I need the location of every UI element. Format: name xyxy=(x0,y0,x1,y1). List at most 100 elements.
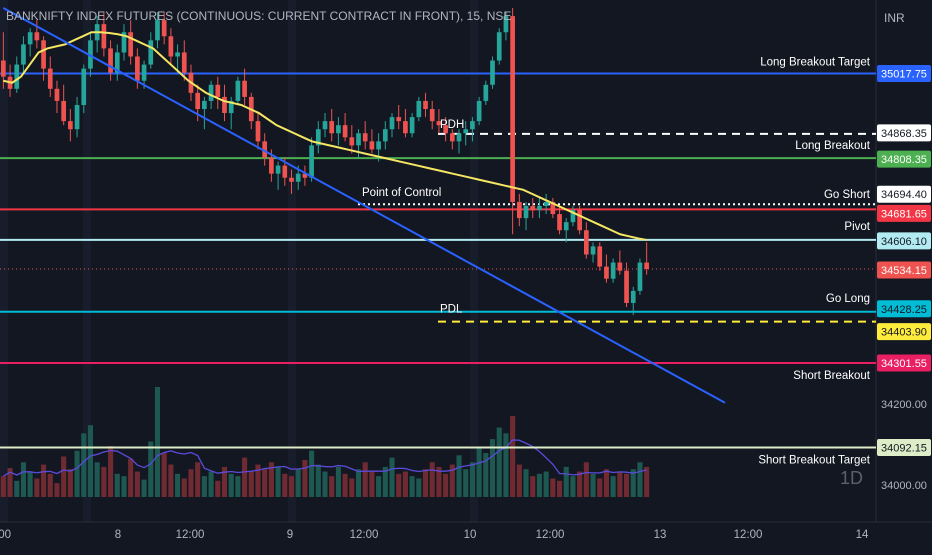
volume-bar xyxy=(242,457,248,497)
candle-body xyxy=(570,210,576,223)
candle-body xyxy=(483,84,489,101)
price-tag[interactable] xyxy=(877,65,931,83)
volume-bar xyxy=(302,459,308,497)
volume-bar xyxy=(516,464,522,497)
volume-bar xyxy=(309,450,315,497)
candle-body xyxy=(275,165,281,174)
level-label: Go Long xyxy=(826,293,870,305)
volume-bar xyxy=(201,476,207,497)
candle-body xyxy=(583,230,589,255)
volume-bar xyxy=(181,478,187,497)
candle-body xyxy=(21,44,26,65)
volume-bar xyxy=(416,478,422,497)
moving-average-line xyxy=(3,31,647,241)
volume-bar xyxy=(128,458,134,497)
candle-body xyxy=(349,137,355,146)
price-tag[interactable] xyxy=(877,204,931,222)
price-tag[interactable] xyxy=(877,185,931,203)
volume-bar xyxy=(134,471,140,497)
price-tag[interactable] xyxy=(877,439,931,457)
volume-bar xyxy=(295,469,301,497)
candle-body xyxy=(644,262,649,270)
volume-bar xyxy=(255,464,261,497)
volume-bar xyxy=(101,466,107,497)
volume-bar xyxy=(409,476,415,497)
level-label: Long Breakout xyxy=(795,140,871,152)
volume-bar xyxy=(476,448,482,497)
volume-bar xyxy=(74,450,80,497)
volume-bar xyxy=(154,387,161,497)
candle-body xyxy=(242,80,247,97)
time-tick-label: 12:00 xyxy=(536,529,565,541)
volume-bar xyxy=(523,469,529,497)
volume-bar xyxy=(637,462,643,497)
candle-body xyxy=(235,80,241,101)
price-tag[interactable] xyxy=(877,300,931,318)
volume-bar xyxy=(335,466,341,497)
volume-layer xyxy=(0,387,650,497)
session-separator xyxy=(0,0,8,522)
candle-body xyxy=(356,133,361,146)
time-tick-label: 12:00 xyxy=(350,529,379,541)
trendline xyxy=(2,7,726,404)
candle-body xyxy=(456,133,462,142)
candle-body xyxy=(557,214,562,231)
candle-body xyxy=(624,270,629,303)
level-label: Go Short xyxy=(824,189,871,201)
candle-body xyxy=(463,129,469,134)
price-tag[interactable] xyxy=(877,354,931,372)
price-tag-label: 34694.40 xyxy=(881,189,927,201)
price-tag[interactable] xyxy=(877,124,931,142)
volume-bar xyxy=(108,446,114,497)
candle-body xyxy=(409,117,415,134)
candle-body xyxy=(47,68,53,89)
candle-body xyxy=(516,201,522,219)
candle-body xyxy=(108,48,113,73)
candle-body xyxy=(114,52,120,73)
level-label: Point of Control xyxy=(362,187,441,199)
volume-bar xyxy=(570,476,576,497)
volume-bar xyxy=(141,479,147,497)
level-label: Short Breakout Target xyxy=(758,455,870,467)
volume-bar xyxy=(228,473,234,497)
volume-ma-line xyxy=(3,439,647,477)
time-axis[interactable]: :00 8 12:00 9 12:00 10 12:00 13 12:00 14 xyxy=(0,529,869,541)
volume-bar xyxy=(14,480,20,497)
price-tick-label: 34200.00 xyxy=(881,399,927,411)
candle-body xyxy=(610,262,616,279)
candle-body xyxy=(269,157,274,174)
volume-bar xyxy=(322,471,328,497)
price-tag[interactable] xyxy=(877,323,931,341)
volume-bar xyxy=(208,471,214,497)
candle-body xyxy=(309,145,314,178)
candle-body xyxy=(436,121,442,126)
level-labels-layer: Long Breakout Target PDH Long Breakout Poin… xyxy=(362,57,871,467)
volume-bar xyxy=(510,415,516,497)
price-tag[interactable] xyxy=(877,150,931,168)
candle-body xyxy=(61,100,67,122)
volume-bar xyxy=(47,473,53,497)
time-tick-label: 12:00 xyxy=(734,529,763,541)
price-axis[interactable]: 35017.75 34868.35 34808.35 34694.40 34681.65… xyxy=(877,65,931,492)
volume-bar xyxy=(121,476,127,497)
candle-body xyxy=(396,117,402,122)
volume-bar xyxy=(389,457,395,497)
volume-bar xyxy=(556,480,563,497)
candle-body xyxy=(597,246,603,267)
candle-body xyxy=(295,173,301,182)
candle-body xyxy=(543,201,549,206)
candle-body xyxy=(443,125,448,134)
price-tag[interactable] xyxy=(877,232,931,250)
volume-bar xyxy=(489,439,496,497)
volume-bar xyxy=(583,462,589,497)
price-tag-label: 34092.15 xyxy=(881,443,927,455)
volume-bar xyxy=(624,473,630,497)
volume-bar xyxy=(221,466,228,497)
price-tag[interactable] xyxy=(877,261,931,279)
candle-body xyxy=(27,32,33,45)
overlay-layer xyxy=(2,7,726,404)
candle-body xyxy=(503,16,509,33)
candle-body xyxy=(563,222,569,231)
